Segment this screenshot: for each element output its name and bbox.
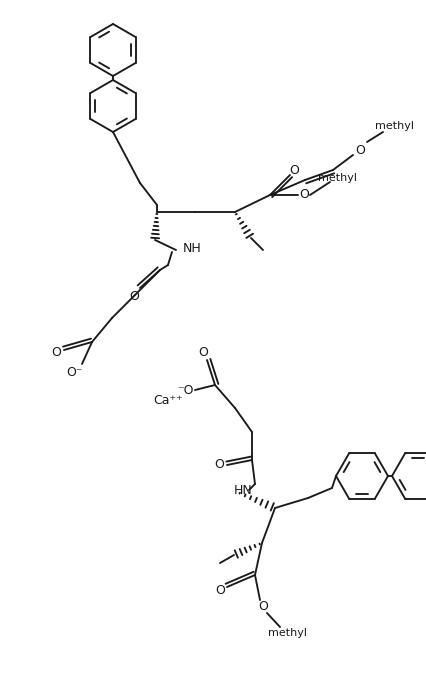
Text: O: O — [288, 164, 298, 176]
Text: Ca⁺⁺: Ca⁺⁺ — [153, 393, 182, 406]
Text: methyl: methyl — [318, 173, 357, 183]
Text: O: O — [215, 585, 225, 598]
Text: O: O — [51, 346, 61, 359]
Text: O: O — [129, 290, 138, 303]
Text: HN: HN — [233, 484, 252, 497]
Text: NH: NH — [182, 241, 201, 254]
Text: O: O — [213, 459, 223, 471]
Text: O: O — [198, 346, 207, 359]
Text: O⁻: O⁻ — [66, 366, 83, 379]
Text: O: O — [354, 144, 364, 156]
Text: ⁻O: ⁻O — [176, 384, 193, 397]
Text: O: O — [298, 189, 308, 202]
Text: methyl: methyl — [268, 628, 307, 638]
Text: methyl: methyl — [374, 121, 414, 131]
Text: O: O — [257, 600, 267, 614]
